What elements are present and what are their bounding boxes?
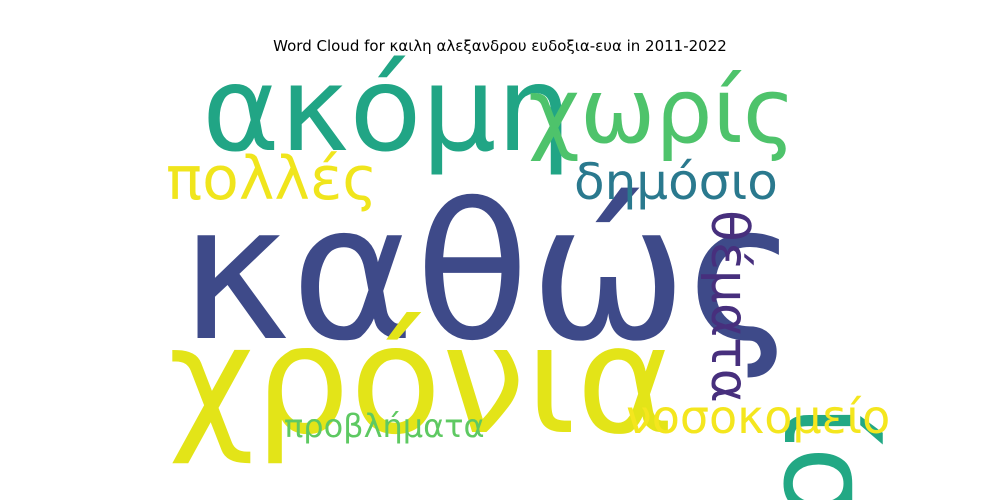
word-nosokomeio: νοσοκομείο [626, 390, 890, 444]
word-akomi: ακόμη [202, 40, 571, 178]
word-themata: θέματα [699, 210, 759, 403]
word-provlimata: προβλήματα [284, 407, 485, 445]
word-polles: πολλές [166, 144, 378, 214]
word-kathos: καθώς [180, 164, 798, 383]
word-isos: ίσως [756, 405, 898, 500]
word-dimosio: δημόσιο [574, 153, 778, 211]
word-chronia: χρόνια [168, 294, 675, 468]
chart-title: Word Cloud for καιλη αλεξανδρου ευδοξια-… [273, 37, 727, 55]
word-choris: χωρίς [528, 59, 796, 164]
